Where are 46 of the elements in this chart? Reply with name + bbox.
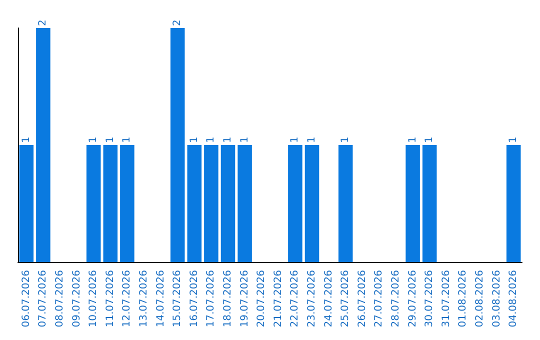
x-tick-label: 27.07.2026 [374,270,385,328]
x-tick-label: 11.07.2026 [104,270,116,328]
data-label: 1 [222,136,234,143]
x-tick-label: 29.07.2026 [407,270,418,328]
data-label: 1 [88,136,100,143]
x-tick-label: 10.07.2026 [88,270,100,328]
data-label: 1 [340,136,352,143]
data-label: 1 [290,136,301,143]
x-tick-label: 25.07.2026 [340,270,352,328]
x-tick-label: 24.07.2026 [323,270,334,328]
x-tick-label: 07.07.2026 [38,270,49,328]
data-label: 1 [407,136,418,143]
x-tick-label: 09.07.2026 [71,270,82,328]
x-tick-label: 08.07.2026 [54,270,66,328]
x-tick-label: 04.08.2026 [508,270,520,328]
x-tick-label: 20.07.2026 [256,270,268,328]
x-tick-label: 21.07.2026 [272,270,284,328]
data-label: 1 [188,136,200,143]
x-tick-label: 15.07.2026 [172,270,184,328]
x-tick-label: 02.08.2026 [474,270,486,328]
data-label: 1 [206,136,217,143]
x-tick-label: 18.07.2026 [222,270,234,328]
data-label: 1 [508,136,520,143]
data-label: 1 [20,136,32,143]
data-label: 2 [172,20,184,26]
x-tick-label: 22.07.2026 [290,270,301,328]
data-label: 1 [122,136,133,143]
x-tick-label: 30.07.2026 [424,270,436,328]
x-tick-label: 16.07.2026 [188,270,200,328]
data-label: 2 [38,20,49,26]
data-label: 1 [306,136,318,143]
x-tick-label: 01.08.2026 [458,270,469,328]
data-label: 1 [239,136,250,143]
x-tick-label: 03.08.2026 [491,270,502,328]
x-tick-label: 26.07.2026 [356,270,368,328]
x-tick-label: 12.07.2026 [122,270,133,328]
data-label: 1 [104,136,116,143]
x-tick-label: 28.07.2026 [390,270,402,328]
x-tick-label: 19.07.2026 [239,270,250,328]
x-tick-label: 23.07.2026 [306,270,318,328]
x-tick-label: 14.07.2026 [155,270,166,328]
x-tick-label: 13.07.2026 [138,270,150,328]
x-tick-label: 17.07.2026 [206,270,217,328]
x-tick-label: 31.07.2026 [440,270,452,328]
data-label: 1 [424,136,436,143]
x-tick-label: 06.07.2026 [20,270,32,328]
